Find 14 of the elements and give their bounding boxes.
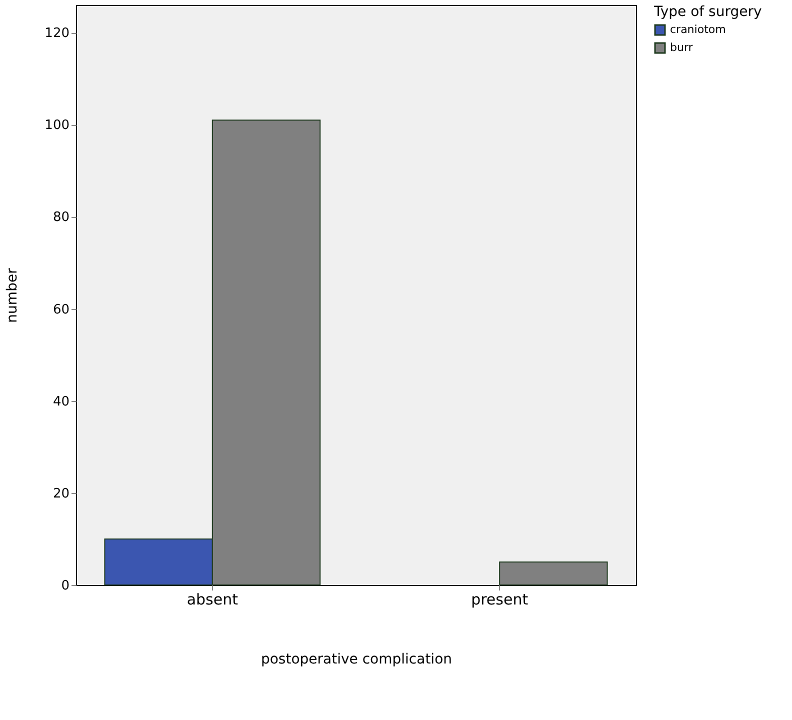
y-tick-label: 120 xyxy=(44,26,70,42)
x-tick-label: absent xyxy=(186,590,238,608)
y-tick-label: 0 xyxy=(61,578,70,594)
legend-label: burr xyxy=(670,41,694,54)
legend-label: craniotom xyxy=(670,23,726,36)
y-tick-label: 60 xyxy=(52,302,70,318)
y-axis-title: number xyxy=(4,268,21,323)
legend-title: Type of surgery xyxy=(653,4,762,20)
y-tick-label: 40 xyxy=(52,394,70,410)
x-tick-label: present xyxy=(471,590,528,608)
y-tick-label: 100 xyxy=(44,118,70,134)
y-tick-label: 80 xyxy=(52,210,70,226)
x-axis-title: postoperative complication xyxy=(260,652,452,668)
y-tick-label: 20 xyxy=(52,486,70,502)
